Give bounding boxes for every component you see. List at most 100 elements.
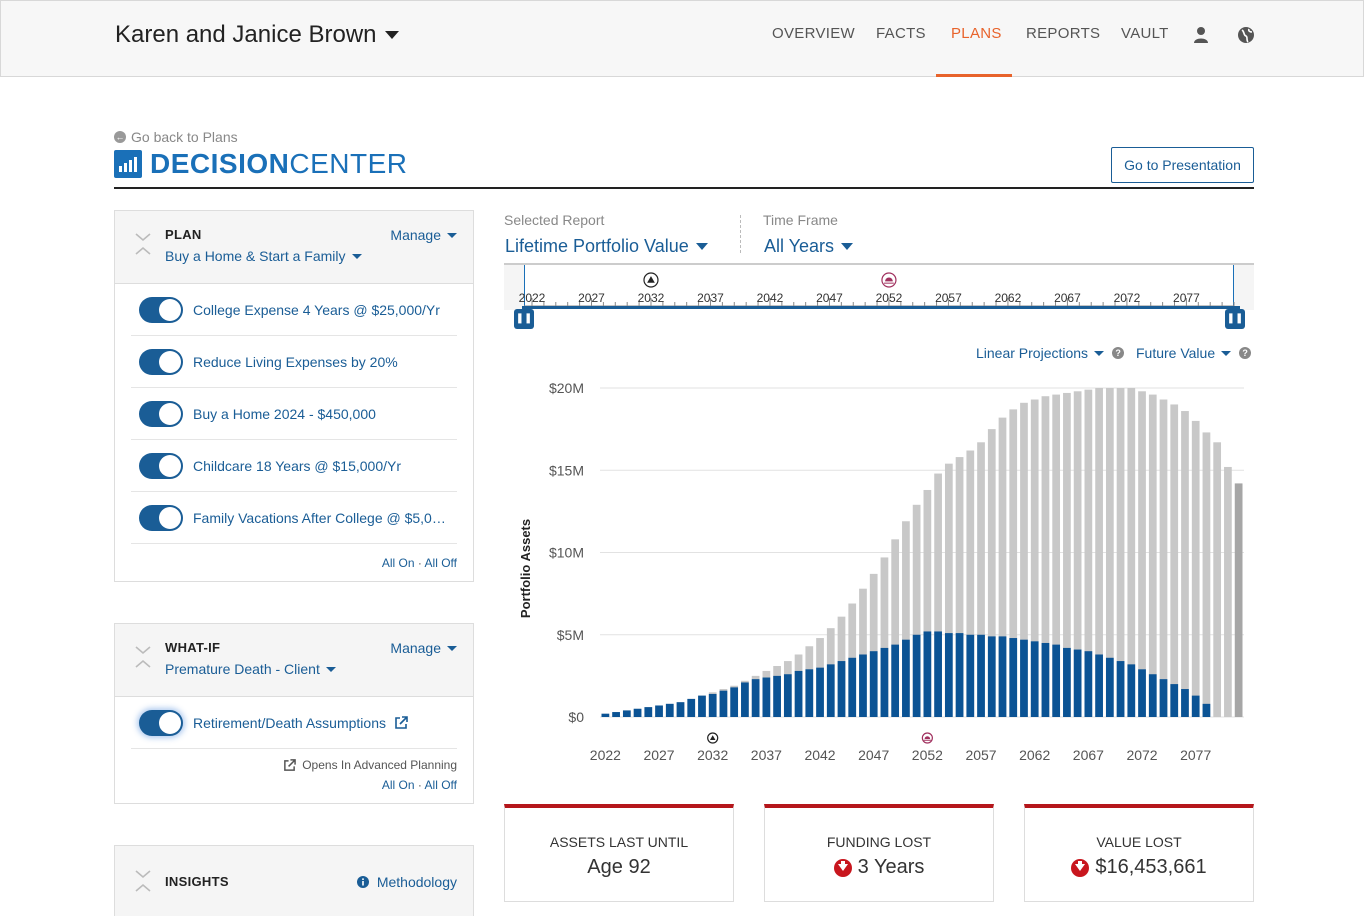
- plan-item-row: College Expense 4 Years @ $25,000/Yr: [131, 284, 457, 336]
- external-link-icon[interactable]: [394, 715, 408, 730]
- title-divider: [114, 187, 1254, 189]
- bar-required: [966, 450, 975, 717]
- client-name: Karen and Janice Brown: [115, 21, 377, 48]
- collapse-chevron-icon[interactable]: [135, 644, 151, 670]
- client-switcher[interactable]: Karen and Janice Brown: [115, 21, 399, 49]
- bar-required: [1213, 442, 1222, 717]
- bar-portfolio: [1105, 657, 1114, 717]
- plan-item-toggle[interactable]: [139, 504, 183, 531]
- nav-plans[interactable]: PLANS: [951, 25, 1002, 42]
- whatif-item-toggle[interactable]: [139, 709, 183, 736]
- bar-portfolio: [837, 661, 846, 717]
- y-tick-label: $5M: [557, 627, 584, 643]
- whatif-all-off-link[interactable]: All Off: [424, 778, 457, 792]
- x-tick-label: 2077: [1180, 747, 1211, 763]
- bar-portfolio: [730, 687, 739, 717]
- plan-manage-menu[interactable]: Manage: [390, 227, 457, 243]
- plan-item-label: Reduce Living Expenses by 20%: [193, 353, 398, 370]
- plan-item-toggle[interactable]: [139, 296, 183, 323]
- page-title-bold: DECISION: [150, 148, 290, 179]
- value-mode-selector[interactable]: Future Value ?: [1136, 345, 1252, 361]
- bar-required: [1191, 420, 1200, 717]
- bar-portfolio: [805, 669, 814, 717]
- nav-facts[interactable]: FACTS: [876, 25, 926, 42]
- chevron-down-icon: [325, 666, 336, 672]
- y-axis-label: Portfolio Assets: [518, 519, 533, 618]
- plan-item-toggle[interactable]: [139, 452, 183, 479]
- plan-all-on-link[interactable]: All On: [381, 556, 415, 570]
- bar-required: [1170, 404, 1179, 717]
- bar-portfolio: [1095, 654, 1103, 717]
- bar-portfolio: [665, 703, 674, 717]
- arrow-down-circle-icon: [1071, 858, 1090, 877]
- portfolio-chart: $0 $5M $10M $15M $20M Portfolio Assets 2022 202…: [518, 380, 1244, 763]
- funding-lost-card: FUNDING LOST 3 Years: [764, 804, 994, 902]
- nav-vault[interactable]: VAULT: [1121, 25, 1169, 42]
- bar-portfolio: [923, 631, 932, 717]
- help-icon[interactable]: ?: [1112, 347, 1125, 359]
- bar-portfolio: [977, 634, 985, 717]
- bar-portfolio: [1084, 651, 1093, 717]
- projection-value: Linear Projections: [976, 345, 1089, 361]
- help-icon[interactable]: ?: [1239, 347, 1252, 359]
- timeline-track: [522, 306, 1240, 309]
- projection-selector[interactable]: Linear Projections ?: [976, 345, 1125, 361]
- stat-value-row: Age 92: [505, 856, 733, 879]
- nav-reports[interactable]: REPORTS: [1026, 25, 1101, 42]
- plan-selector[interactable]: Buy a Home & Start a Family: [165, 248, 362, 264]
- whatif-manage-menu[interactable]: Manage: [390, 640, 457, 656]
- plan-all-toggles: All On · All Off: [115, 556, 473, 570]
- bar-required: [1063, 392, 1071, 717]
- time-frame-selector[interactable]: All Years: [764, 236, 854, 257]
- x-tick-label: 2057: [965, 747, 996, 763]
- bar-required: [1159, 399, 1168, 717]
- collapse-chevron-icon[interactable]: [135, 868, 151, 894]
- report-selector[interactable]: Lifetime Portfolio Value: [505, 236, 708, 257]
- separator-dot: ·: [417, 556, 425, 570]
- plan-item-row: Buy a Home 2024 - $450,000: [131, 388, 457, 440]
- selected-report-label: Selected Report: [504, 212, 605, 228]
- globe-icon[interactable]: [1237, 26, 1255, 44]
- plan-item-toggle[interactable]: [139, 348, 183, 375]
- bar-portfolio: [912, 634, 921, 717]
- bar-portfolio: [869, 651, 878, 717]
- stat-value: Age 92: [587, 856, 651, 878]
- plan-all-off-link[interactable]: All Off: [424, 556, 457, 570]
- bar-required: [934, 473, 942, 717]
- value-mode-value: Future Value: [1136, 345, 1216, 361]
- plan-panel: PLAN Buy a Home & Start a Family Manage …: [114, 210, 474, 582]
- x-tick-label: 2072: [1126, 747, 1157, 763]
- plan-item-toggle[interactable]: [139, 400, 183, 427]
- stat-value: $16,453,661: [1095, 856, 1207, 878]
- back-to-plans-link[interactable]: ← Go back to Plans: [114, 129, 238, 145]
- selector-divider: [740, 215, 741, 253]
- bar-required: [1052, 394, 1061, 717]
- nav-overview[interactable]: OVERVIEW: [772, 25, 855, 42]
- plan-item-label: Childcare 18 Years @ $15,000/Yr: [193, 457, 402, 474]
- chevron-down-icon: [695, 243, 708, 250]
- whatif-all-on-link[interactable]: All On: [381, 778, 415, 792]
- assets-last-until-card: ASSETS LAST UNTIL Age 92: [504, 804, 734, 902]
- whatif-selector[interactable]: Premature Death - Client: [165, 661, 336, 677]
- info-icon: [356, 876, 369, 888]
- x-tick-label: 2042: [804, 747, 835, 763]
- timeline-start-handle[interactable]: ❚❚: [514, 309, 534, 329]
- timeline-end-handle[interactable]: ❚❚: [1225, 309, 1245, 329]
- user-icon[interactable]: [1192, 26, 1210, 44]
- bar-portfolio: [955, 633, 964, 717]
- bar-portfolio: [644, 707, 653, 717]
- bar-required: [912, 504, 921, 717]
- collapse-chevron-icon[interactable]: [135, 231, 151, 257]
- bar-portfolio: [633, 708, 642, 717]
- go-to-presentation-button[interactable]: Go to Presentation: [1111, 147, 1254, 183]
- bar-portfolio: [859, 654, 867, 717]
- plan-label: PLAN: [165, 227, 202, 242]
- methodology-link[interactable]: Methodology: [356, 874, 457, 890]
- bar-required: [977, 442, 985, 717]
- timeline-range-slider[interactable]: 2022 2027 2032 2037 2042 2047 2052 2057 2062 2067…: [504, 263, 1254, 310]
- bar-required: [1138, 391, 1146, 717]
- triangle-marker-icon: [707, 732, 719, 744]
- nav-active-underline: [936, 74, 1012, 77]
- bar-required: [1009, 409, 1018, 717]
- bar-required: [923, 489, 932, 717]
